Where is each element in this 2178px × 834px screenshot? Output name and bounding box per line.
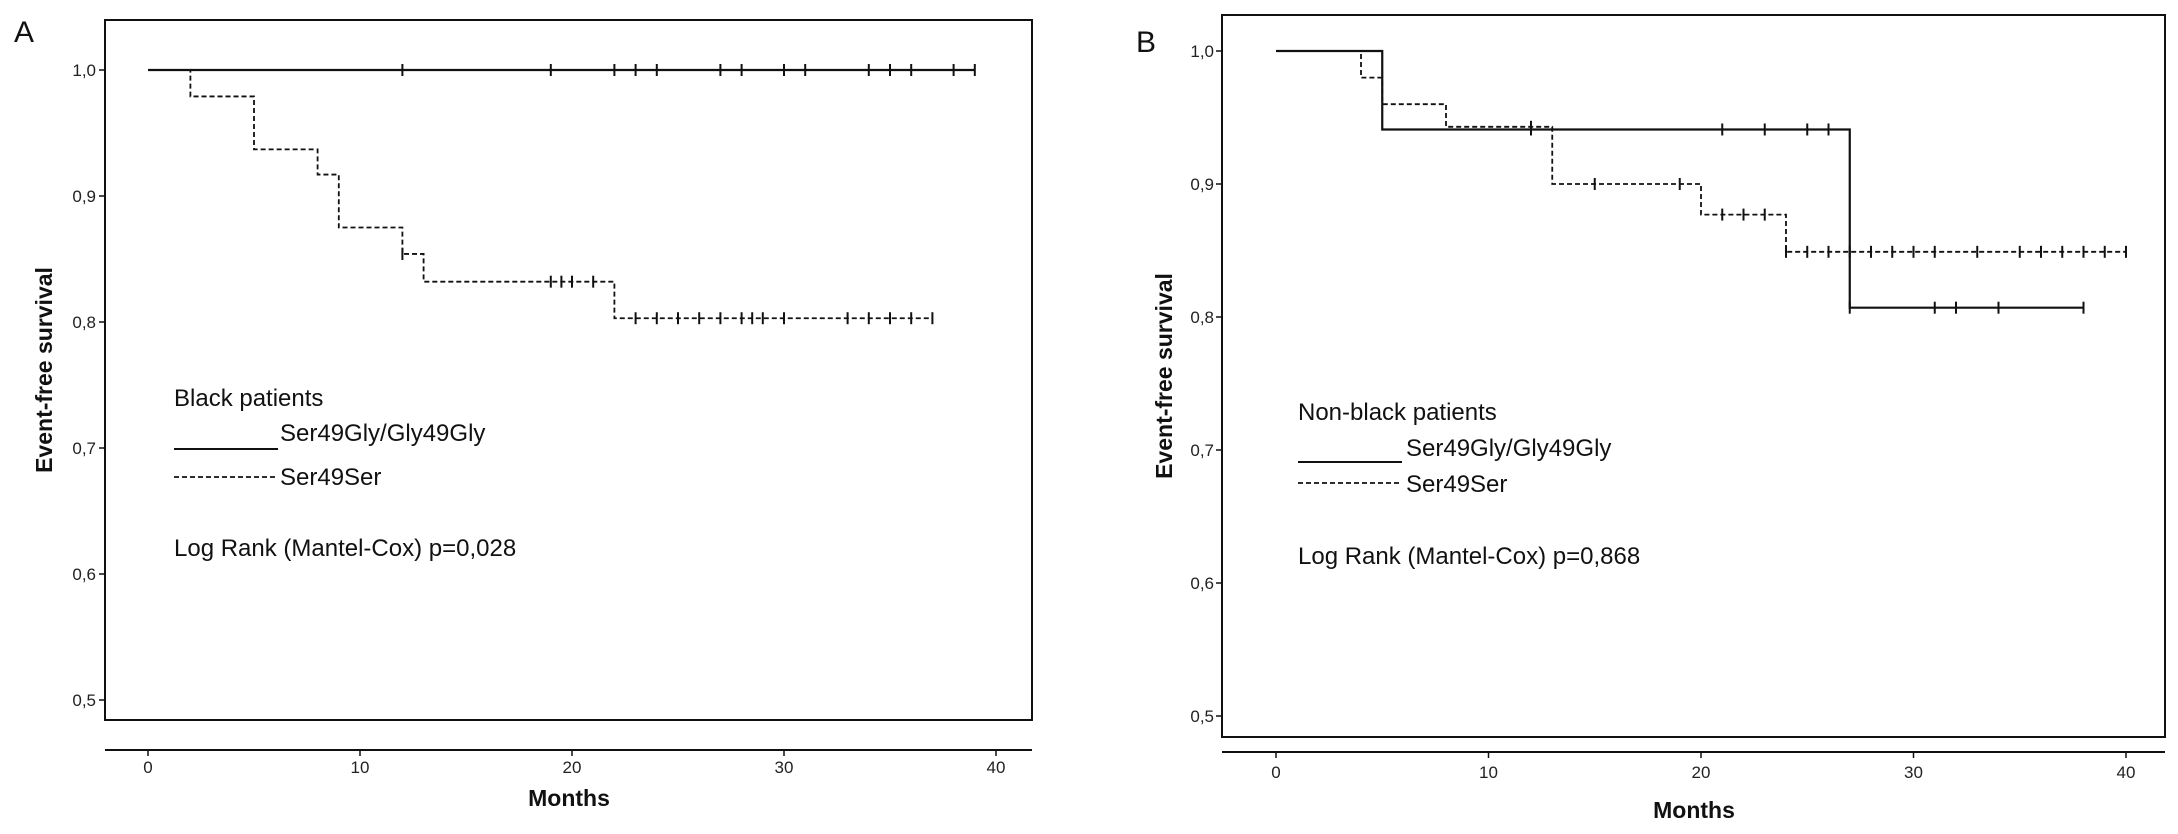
- y-tick-label: 1,0: [72, 61, 96, 80]
- legend-label-solid-b: Ser49Gly/Gly49Gly: [1406, 435, 1611, 462]
- x-tick-label: 10: [351, 758, 370, 777]
- y-axis-title-b: Event-free survival: [1151, 273, 1177, 479]
- y-axis-title-a: Event-free survival: [31, 267, 57, 473]
- y-tick-label: 0,6: [1190, 574, 1214, 593]
- plot-frame-a: [104, 19, 1033, 721]
- x-ticks-b: 0 10 20 30 40: [1271, 752, 2135, 782]
- y-tick-label: 0,6: [72, 565, 96, 584]
- logrank-annotation-b: Log Rank (Mantel-Cox) p=0,868: [1298, 543, 1640, 570]
- y-tick-label: 1,0: [1190, 42, 1214, 61]
- km-curve-ser49ser: [1276, 50, 2126, 253]
- x-tick-label: 20: [1692, 763, 1711, 782]
- series-group-a: [148, 64, 976, 325]
- plot-frame-b: [1221, 14, 2166, 738]
- x-ticks-a: 0 10 20 30 40: [143, 750, 1005, 777]
- legend-title-b: Non-black patients: [1298, 399, 1497, 426]
- x-tick-label: 0: [143, 758, 152, 777]
- legend-title-a: Black patients: [174, 385, 323, 412]
- series-group-b: [1276, 49, 2127, 314]
- y-ticks-b: 0,5 0,6 0,7 0,8 0,9 1,0: [1190, 42, 1222, 726]
- y-tick-label: 0,9: [72, 187, 96, 206]
- x-tick-label: 40: [987, 758, 1006, 777]
- y-tick-label: 0,8: [1190, 308, 1214, 327]
- x-tick-label: 30: [1904, 763, 1923, 782]
- y-ticks-a: 0,5 0,6 0,7 0,8 0,9 1,0: [72, 61, 105, 710]
- legend-b: Non-black patients Ser49Gly/Gly49Gly Ser…: [1298, 399, 1640, 570]
- panel-label-b: B: [1136, 26, 1156, 59]
- legend-label-dashed-a: Ser49Ser: [280, 464, 381, 491]
- x-tick-label: 0: [1271, 763, 1280, 782]
- logrank-annotation-a: Log Rank (Mantel-Cox) p=0,028: [174, 535, 516, 562]
- panel-label-a: A: [14, 16, 34, 49]
- y-tick-label: 0,5: [1190, 707, 1214, 726]
- chart-panel-b: B 0 10 20 30 40 0,5 0,6 0,7 0,8 0,9 1,0 Months Ev…: [1136, 14, 2166, 823]
- x-axis-title-b: Months: [1653, 797, 1735, 823]
- chart-panel-a: A 0 10 20 30 40 0,5 0,6 0,7 0,8 0,9 1,0 Months Ev…: [14, 16, 1033, 811]
- km-curve-ser49gly-gly49gly: [1276, 49, 2084, 309]
- x-tick-label: 10: [1479, 763, 1498, 782]
- x-tick-label: 40: [2117, 763, 2136, 782]
- y-tick-label: 0,9: [1190, 175, 1214, 194]
- x-tick-label: 20: [563, 758, 582, 777]
- y-tick-label: 0,8: [72, 313, 96, 332]
- legend-a: Black patients Ser49Gly/Gly49Gly Ser49Se…: [174, 385, 516, 562]
- legend-label-dashed-b: Ser49Ser: [1406, 471, 1507, 498]
- y-tick-label: 0,7: [1190, 441, 1214, 460]
- y-tick-label: 0,7: [72, 439, 96, 458]
- x-tick-label: 30: [775, 758, 794, 777]
- legend-label-solid-a: Ser49Gly/Gly49Gly: [280, 420, 485, 447]
- x-axis-title-a: Months: [528, 785, 610, 811]
- km-curve-ser49ser: [148, 69, 933, 320]
- y-tick-label: 0,5: [72, 691, 96, 710]
